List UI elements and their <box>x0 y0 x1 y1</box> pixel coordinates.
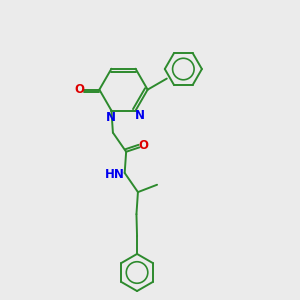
Text: HN: HN <box>105 168 125 181</box>
Text: O: O <box>139 139 149 152</box>
Text: N: N <box>106 110 116 124</box>
Text: O: O <box>75 83 85 96</box>
Text: N: N <box>135 109 145 122</box>
